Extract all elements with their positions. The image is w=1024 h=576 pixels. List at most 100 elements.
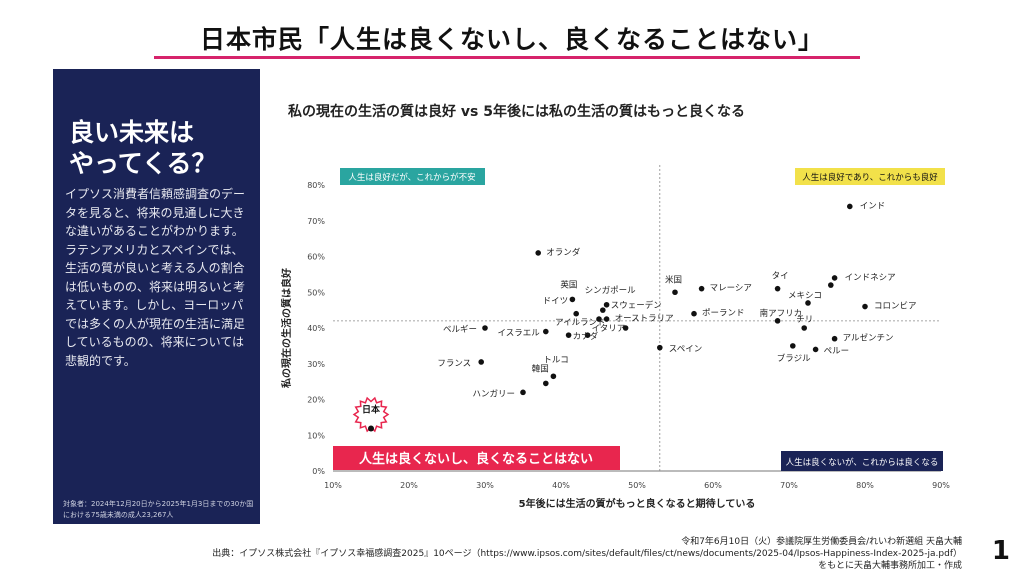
- point-label: チリ: [796, 315, 813, 325]
- data-point: [805, 300, 811, 306]
- data-point: [535, 250, 541, 256]
- x-tick-label: 60%: [704, 481, 722, 490]
- point-label: 英国: [560, 279, 577, 290]
- data-point: [543, 328, 549, 335]
- x-tick-label: 20%: [400, 481, 418, 490]
- y-tick-label: 80%: [307, 181, 325, 190]
- quadrant-bottom-right-badge: [781, 451, 943, 471]
- data-point: [603, 301, 610, 308]
- x-tick-label: 40%: [552, 481, 570, 490]
- y-axis-label: 私の現在の生活の質は良好: [280, 268, 293, 389]
- data-point: [847, 203, 853, 210]
- point-label: ポーランド: [702, 309, 745, 319]
- data-point: [672, 289, 678, 296]
- y-tick-label: 50%: [307, 288, 325, 297]
- point-label: マレーシア: [710, 284, 752, 294]
- panel-footnote: 対象者：2024年12月20日から2025年1月3日までの30か国における75歳…: [63, 500, 254, 519]
- data-point: [368, 425, 374, 432]
- quadrant-top-right-badge: [795, 168, 945, 185]
- y-tick-label: 70%: [307, 217, 325, 226]
- y-tick-label: 0%: [312, 467, 325, 476]
- data-point: [657, 344, 663, 351]
- point-label: 南アフリカ: [760, 308, 803, 319]
- quadrant-bottom-right-label: 人生は良くないが、これからは良くなる: [786, 457, 939, 468]
- data-point: [569, 296, 576, 303]
- data-point: [828, 282, 834, 288]
- data-point: [573, 310, 579, 317]
- panel-heading: 良い未来は やってくる？: [69, 118, 217, 178]
- data-point: [691, 310, 697, 317]
- point-label: 韓国: [532, 363, 549, 374]
- y-tick-label: 40%: [307, 324, 325, 333]
- point-label: ベルギー: [443, 325, 477, 335]
- x-tick-label: 50%: [628, 481, 646, 490]
- data-point: [774, 285, 781, 292]
- point-label: インドネシア: [845, 273, 896, 283]
- point-label: ペルー: [824, 346, 850, 356]
- quadrant-top-left-label: 人生は良好だが、これからが不安: [348, 172, 475, 183]
- x-tick-label: 70%: [780, 481, 798, 490]
- title-underline: [154, 56, 860, 59]
- quadrant-bottom-left-label: 人生は良くないし、良くなることはない: [359, 451, 593, 467]
- left-panel: 良い未来は やってくる？ イプソス消費者信頼感調査のデータを見ると、将来の見通し…: [53, 69, 260, 524]
- point-label: インド: [860, 201, 886, 211]
- data-point: [603, 316, 610, 322]
- data-point: [862, 303, 868, 310]
- data-point: [831, 335, 838, 342]
- panel-body-text: イプソス消費者信頼感調査のデータを見ると、将来の見通しに大きな違いがあることがわ…: [65, 187, 246, 368]
- point-label: ドイツ: [543, 297, 569, 307]
- point-label: シンガポール: [585, 285, 637, 296]
- data-point: [520, 389, 526, 396]
- data-point: [600, 307, 606, 313]
- point-label: カナダ: [573, 331, 599, 342]
- data-point: [801, 325, 807, 331]
- slide-title: 日本市民「人生は良くないし、良くなることはない」: [199, 25, 824, 54]
- quadrant-top-right-label: 人生は良好であり、これからも良好: [802, 172, 938, 183]
- data-point: [543, 380, 549, 387]
- point-label: フランス: [437, 359, 471, 369]
- y-tick-label: 60%: [307, 253, 325, 262]
- y-tick-label: 30%: [307, 360, 325, 369]
- footer-line-3: をもとに天畠大輔事務所加工・作成: [818, 561, 962, 571]
- data-point: [482, 325, 488, 331]
- x-axis-label: 5年後には生活の質がもっと良くなると期待している: [519, 497, 756, 510]
- footer-line-1: 令和7年6月10日（火）参議院厚生労働委員会/れいわ新選組 天畠大輔: [681, 537, 962, 547]
- point-label: タイ: [772, 272, 789, 282]
- point-label: ブラジル: [777, 353, 811, 364]
- point-label: 米国: [665, 274, 682, 285]
- point-label: メキシコ: [788, 291, 822, 301]
- data-point: [790, 343, 796, 349]
- x-tick-label: 30%: [476, 481, 494, 490]
- point-label: オランダ: [546, 247, 581, 258]
- point-label: オーストラリア: [615, 314, 674, 324]
- data-point: [584, 332, 591, 338]
- x-tick-label: 90%: [932, 481, 950, 490]
- data-point: [565, 332, 572, 338]
- x-tick-label: 10%: [324, 481, 342, 490]
- data-point: [622, 325, 629, 331]
- point-label: アルゼンチン: [843, 333, 894, 344]
- data-point: [698, 285, 705, 292]
- point-label: スペイン: [669, 345, 702, 355]
- point-label: スウェーデン: [611, 300, 662, 311]
- point-label: ハンガリー: [472, 388, 515, 399]
- chart-title: 私の現在の生活の質は良好 vs 5年後には私の生活の質はもっと良くなる: [288, 104, 745, 120]
- data-point: [478, 359, 485, 365]
- point-label: イスラエル: [498, 329, 541, 339]
- data-point: [774, 318, 781, 324]
- footer-source: 出典：イプソス株式会社『イプソス幸福感調査2025』10ページ（https://…: [212, 549, 962, 559]
- page-number: 1: [991, 536, 1010, 566]
- point-label: アイルランド: [555, 318, 606, 328]
- quadrant-bottom-left-badge: [333, 446, 620, 470]
- quadrant-top-left-badge: [340, 168, 485, 185]
- data-point: [596, 316, 602, 322]
- y-tick-label: 20%: [307, 396, 325, 405]
- data-point: [812, 346, 819, 353]
- y-tick-label: 10%: [307, 431, 325, 440]
- data-point: [550, 373, 557, 380]
- point-label: イタリア: [592, 324, 626, 334]
- x-tick-label: 80%: [856, 481, 874, 490]
- data-point: [831, 275, 838, 281]
- point-label: コロンビア: [874, 302, 917, 312]
